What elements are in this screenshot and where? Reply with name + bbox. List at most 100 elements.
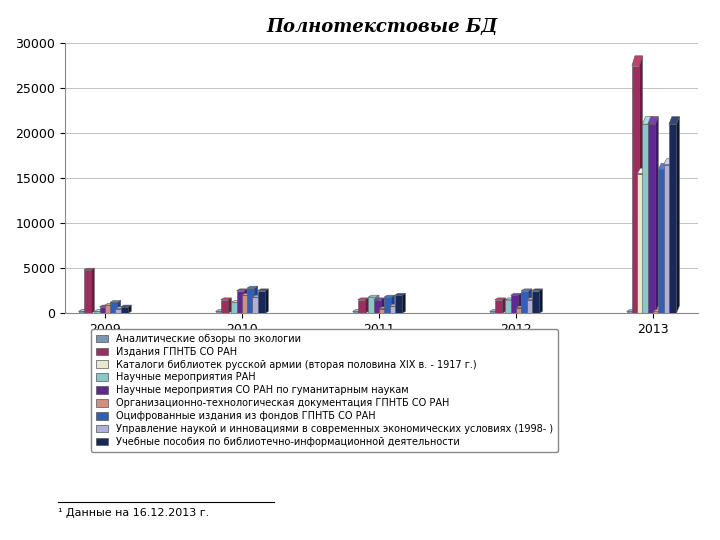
Polygon shape [516,306,526,308]
Polygon shape [510,295,518,313]
Polygon shape [526,300,534,313]
Polygon shape [381,298,384,313]
Polygon shape [223,309,226,313]
Polygon shape [358,300,365,313]
Polygon shape [658,164,669,169]
Polygon shape [105,305,112,313]
Polygon shape [658,169,666,313]
Polygon shape [247,288,255,313]
Polygon shape [258,289,269,291]
Polygon shape [242,295,249,313]
Polygon shape [490,309,500,312]
Polygon shape [513,298,516,313]
Polygon shape [358,298,369,300]
Polygon shape [666,164,669,313]
Polygon shape [121,307,128,313]
Polygon shape [242,293,253,295]
Polygon shape [369,295,379,297]
Text: ¹ Данные на 16.12.2013 г.: ¹ Данные на 16.12.2013 г. [58,508,209,518]
Polygon shape [505,298,516,300]
Polygon shape [495,298,505,300]
Polygon shape [239,301,242,313]
Polygon shape [112,303,115,313]
Polygon shape [390,306,397,313]
Polygon shape [115,307,126,309]
Polygon shape [669,124,676,313]
Polygon shape [642,117,653,124]
Polygon shape [664,165,671,313]
Polygon shape [664,159,674,165]
Polygon shape [84,268,94,270]
Polygon shape [397,304,400,313]
Polygon shape [253,297,260,313]
Polygon shape [637,168,648,174]
Polygon shape [655,117,658,313]
Polygon shape [510,293,521,295]
Polygon shape [395,293,405,295]
Polygon shape [237,289,247,291]
Polygon shape [644,168,648,313]
Polygon shape [78,309,89,312]
Polygon shape [653,309,664,312]
Polygon shape [490,312,497,313]
Polygon shape [365,298,369,313]
Polygon shape [110,301,121,302]
Legend: Аналитические обзоры по экологии, Издания ГПНТБ СО РАН, Каталоги библиотек русск: Аналитические обзоры по экологии, Издани… [91,329,557,452]
Polygon shape [497,309,500,313]
Polygon shape [532,291,539,313]
Polygon shape [648,117,658,124]
Polygon shape [632,66,639,313]
Polygon shape [648,124,655,313]
Polygon shape [249,293,253,313]
Polygon shape [215,312,223,313]
Polygon shape [650,117,653,313]
Polygon shape [221,298,231,300]
Polygon shape [642,124,650,313]
Polygon shape [379,307,390,309]
Polygon shape [91,268,94,313]
Polygon shape [86,309,89,313]
Polygon shape [637,174,644,313]
Polygon shape [231,302,239,313]
Polygon shape [110,302,117,313]
Polygon shape [253,295,263,297]
Polygon shape [518,293,521,313]
Polygon shape [255,286,258,313]
Polygon shape [384,295,395,297]
Polygon shape [669,117,680,124]
Polygon shape [94,309,105,312]
Polygon shape [516,308,523,313]
Polygon shape [105,303,115,305]
Polygon shape [503,298,505,313]
Polygon shape [228,298,231,313]
Polygon shape [379,309,387,313]
Polygon shape [221,300,228,313]
Polygon shape [676,117,680,313]
Polygon shape [384,297,392,313]
Polygon shape [374,298,384,300]
Polygon shape [374,300,381,313]
Polygon shape [387,307,390,313]
Polygon shape [660,309,664,313]
Polygon shape [671,159,674,313]
Polygon shape [521,291,528,313]
Polygon shape [632,56,642,66]
Polygon shape [360,309,363,313]
Polygon shape [265,289,269,313]
Polygon shape [402,293,405,313]
Polygon shape [215,309,226,312]
Polygon shape [99,307,107,313]
Polygon shape [369,297,376,313]
Polygon shape [84,270,91,313]
Polygon shape [626,312,634,313]
Polygon shape [128,305,131,313]
Polygon shape [260,295,263,313]
Title: Полнотекстовые БД: Полнотекстовые БД [266,18,498,36]
Polygon shape [526,298,537,300]
Polygon shape [78,312,86,313]
Polygon shape [534,298,537,313]
Polygon shape [121,305,131,307]
Polygon shape [115,309,123,313]
Polygon shape [634,309,637,313]
Polygon shape [653,312,660,313]
